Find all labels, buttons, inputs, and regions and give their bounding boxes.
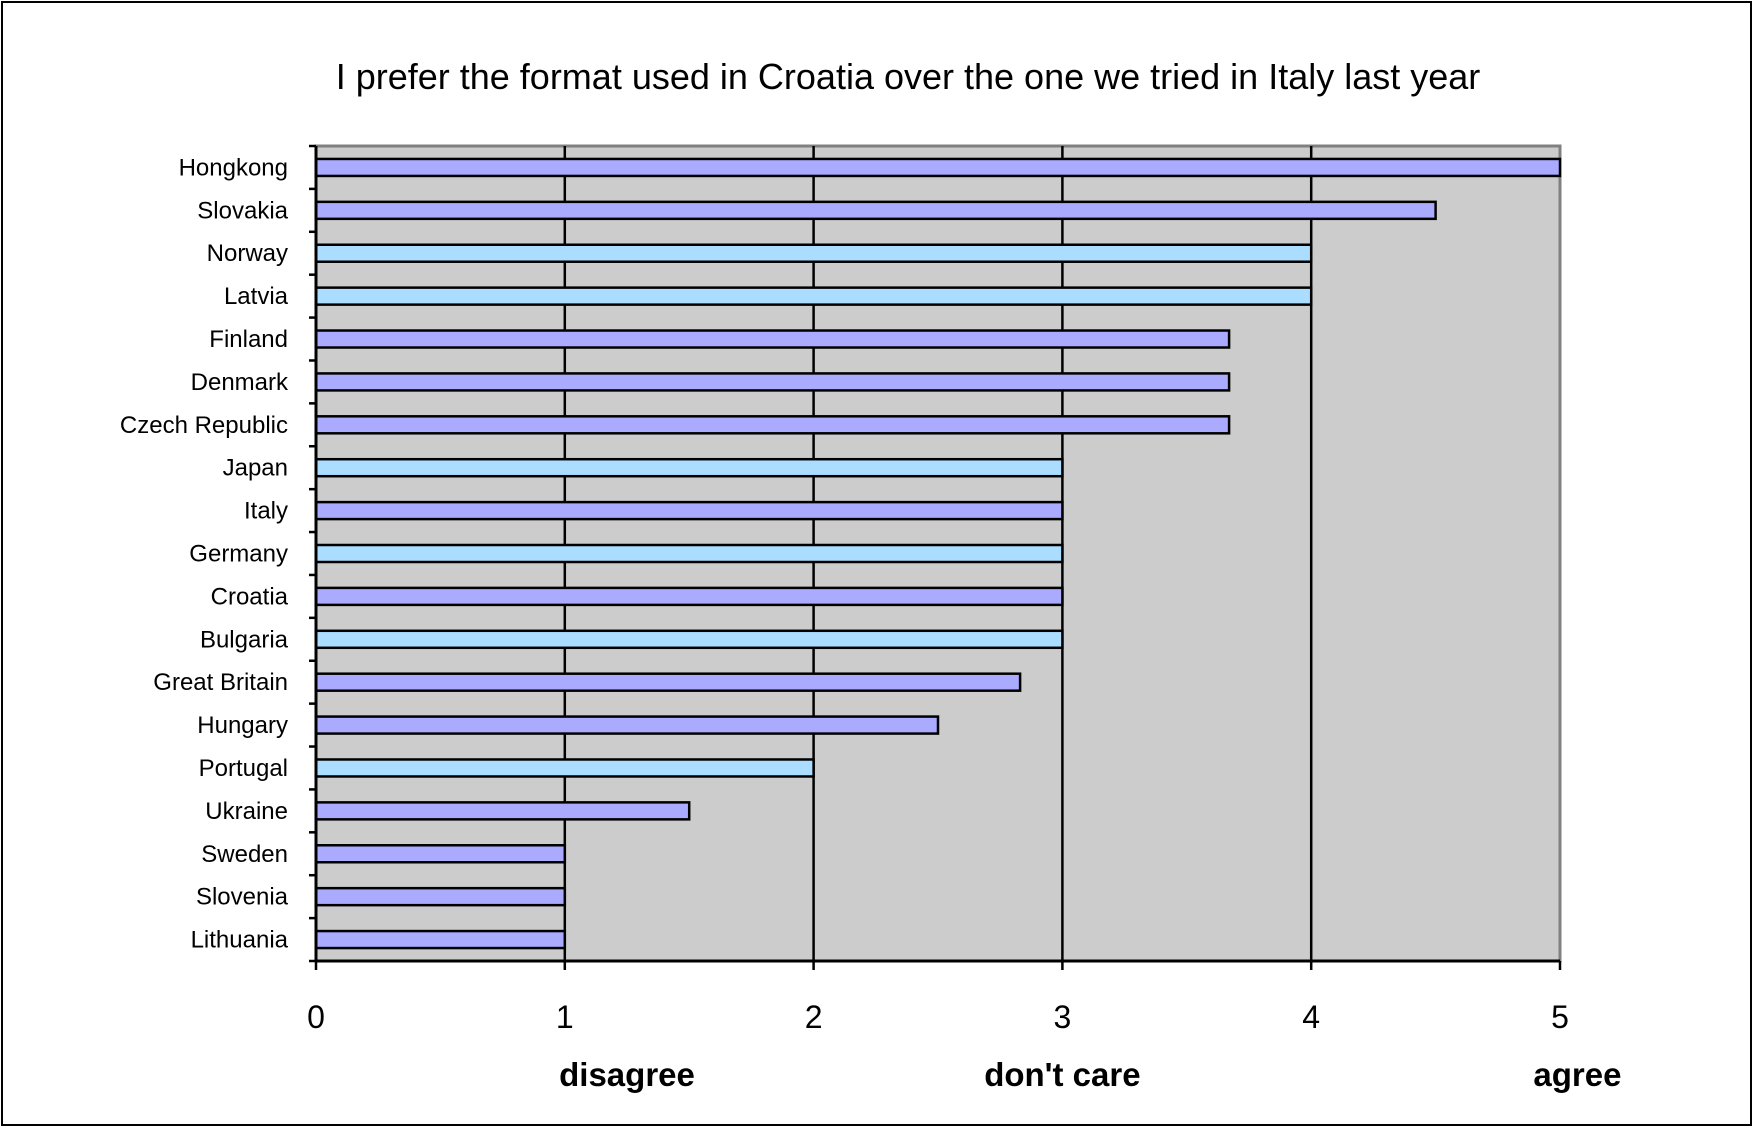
category-label: Norway: [207, 240, 288, 267]
x-tick-label: 0: [307, 999, 325, 1035]
x-tick-label: 1: [556, 999, 574, 1035]
bar-great-britain: [314, 672, 1022, 692]
bar-germany: [314, 543, 1064, 564]
bar-slovenia: [314, 886, 567, 907]
category-label: Great Britain: [153, 669, 288, 696]
bar-japan: [314, 457, 1064, 478]
bar-ukraine: [314, 801, 691, 821]
category-label: Croatia: [211, 583, 289, 610]
category-label: Lithuania: [191, 927, 289, 954]
category-label: Germany: [189, 541, 288, 568]
category-label: Hungary: [197, 712, 288, 739]
bar-finland: [314, 329, 1231, 349]
category-label: Finland: [209, 326, 288, 353]
bar-latvia: [314, 286, 1313, 306]
bar-sweden: [314, 844, 567, 864]
category-label: Italy: [244, 498, 288, 525]
bar-bulgaria: [314, 629, 1064, 650]
category-label: Slovakia: [197, 197, 288, 224]
category-label: Sweden: [201, 841, 288, 868]
chart-title: I prefer the format used in Croatia over…: [336, 56, 1481, 97]
bar-italy: [314, 500, 1064, 521]
category-label: Denmark: [191, 369, 289, 396]
x-tick-label: 3: [1054, 999, 1072, 1035]
category-label: Slovenia: [196, 884, 289, 911]
scale-annotation: don't care: [984, 1056, 1140, 1093]
bar-hungary: [314, 715, 940, 735]
x-tick-label: 5: [1551, 999, 1569, 1035]
category-label: Japan: [223, 455, 288, 482]
category-label: Ukraine: [205, 798, 288, 825]
bar-portugal: [314, 758, 815, 778]
bar-hongkong: [314, 157, 1562, 178]
category-label: Latvia: [224, 283, 289, 310]
category-label: Bulgaria: [200, 626, 289, 653]
category-label: Czech Republic: [120, 412, 288, 439]
bar-czech-republic: [314, 415, 1231, 435]
bar-croatia: [314, 586, 1064, 607]
x-tick-label: 4: [1302, 999, 1320, 1035]
bar-norway: [314, 243, 1313, 263]
x-tick-label: 2: [805, 999, 823, 1035]
category-label: Portugal: [199, 755, 288, 782]
category-label: Hongkong: [179, 154, 288, 181]
bar-slovakia: [314, 200, 1437, 221]
bar-lithuania: [314, 929, 567, 950]
bar-denmark: [314, 372, 1231, 392]
scale-annotation: agree: [1533, 1056, 1621, 1093]
scale-annotation: disagree: [559, 1056, 695, 1093]
